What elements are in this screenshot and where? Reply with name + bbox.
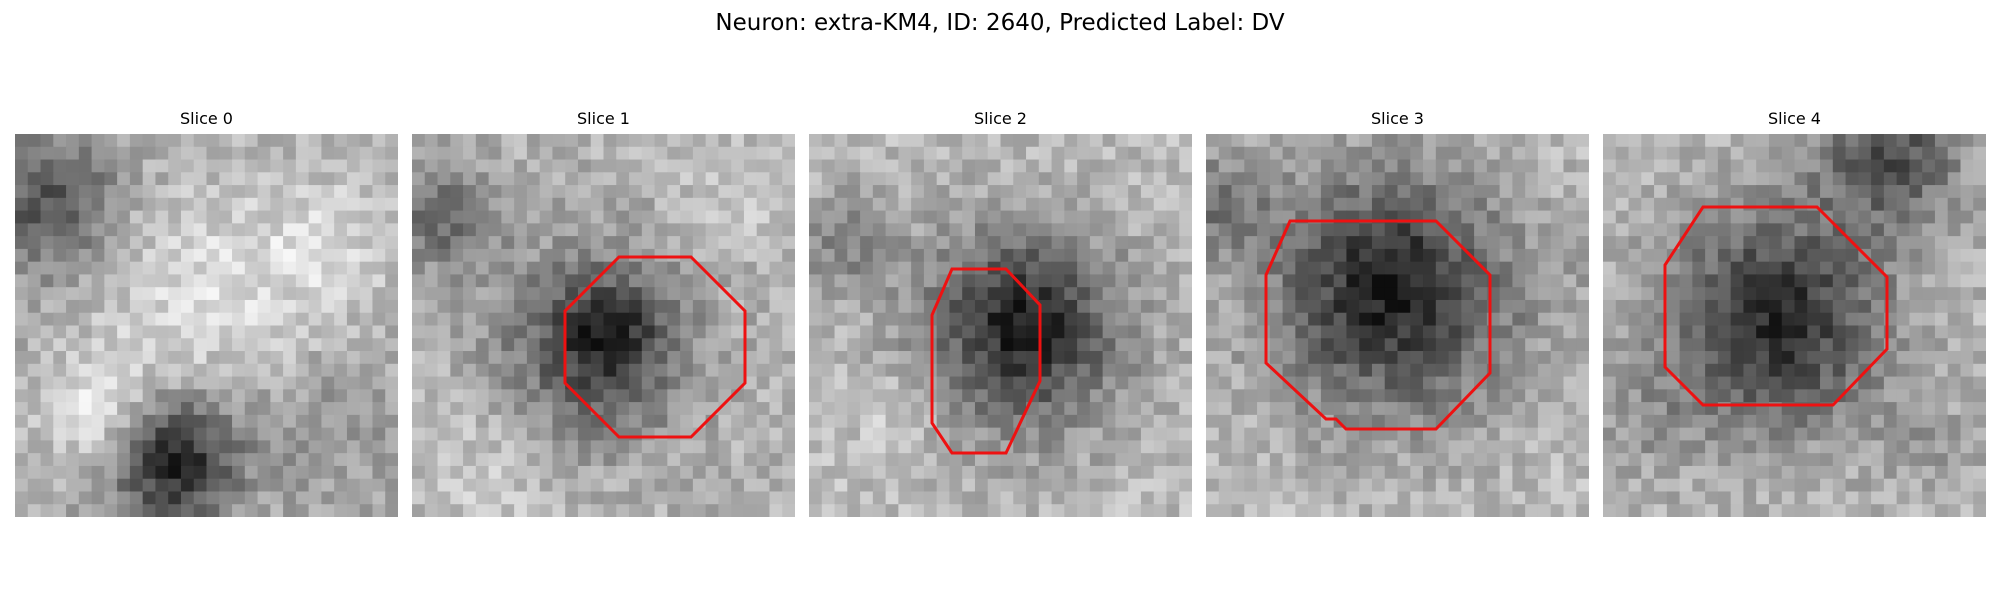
slice-title: Slice 3 (1371, 109, 1424, 128)
slice-image (1206, 134, 1589, 517)
slice-image-svg (15, 134, 398, 517)
slice-title: Slice 4 (1768, 109, 1821, 128)
roi-outline (1264, 219, 1492, 431)
slice-image (1603, 134, 1986, 517)
roi-outline (1663, 205, 1889, 407)
slice-image (809, 134, 1192, 517)
slice-image-svg (412, 134, 795, 517)
pixel-grid (809, 134, 1192, 517)
slice-image (412, 134, 795, 517)
slice-image-svg (809, 134, 1192, 517)
pixel-grid (412, 134, 795, 517)
figure-title: Neuron: extra-KM4, ID: 2640, Predicted L… (715, 10, 1285, 36)
slice-image-svg (1603, 134, 1986, 517)
slice-title: Slice 0 (180, 109, 233, 128)
roi-outline (563, 255, 747, 439)
slice-title: Slice 2 (974, 109, 1027, 128)
slice-title: Slice 1 (577, 109, 630, 128)
slice-image-svg (1206, 134, 1589, 517)
roi-outline (930, 267, 1042, 455)
pixel-grid (1206, 134, 1589, 517)
pixel-grid (15, 134, 398, 517)
pixel-grid (1603, 134, 1986, 517)
slice-image (15, 134, 398, 517)
